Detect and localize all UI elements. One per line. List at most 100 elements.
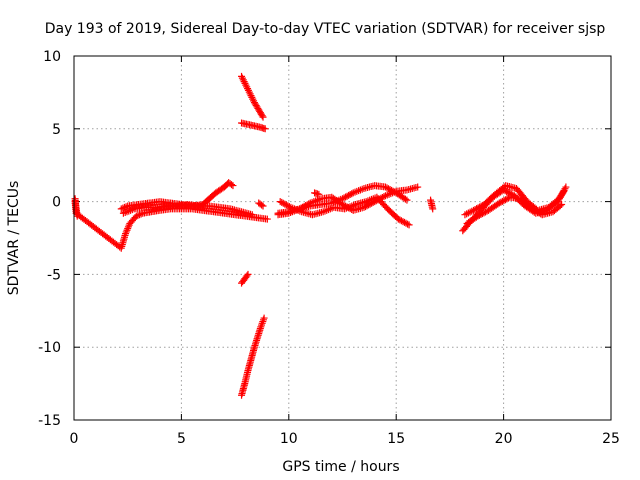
data-point (300, 202, 308, 210)
data-point (122, 230, 130, 238)
data-point (369, 198, 377, 206)
data-point (478, 210, 486, 218)
data-point (122, 203, 130, 211)
data-point (477, 202, 485, 210)
data-point (535, 209, 543, 217)
data-point (363, 202, 371, 210)
plot-frame (73, 55, 612, 421)
y-tick-label: -5 (47, 267, 61, 283)
data-point (394, 215, 402, 223)
data-point (244, 270, 252, 278)
data-point (284, 202, 292, 210)
y-tick-label: 10 (43, 49, 61, 65)
data-point (374, 196, 382, 204)
data-point (339, 201, 346, 209)
data-point (475, 211, 483, 219)
data-point (476, 203, 484, 211)
data-point (124, 225, 132, 233)
data-point (124, 223, 132, 231)
data-point (365, 201, 373, 209)
data-point (380, 193, 388, 201)
x-tick-label: 5 (177, 431, 186, 447)
data-point (480, 209, 488, 217)
series-3 (238, 72, 267, 121)
data-point (528, 205, 536, 213)
data-point (346, 205, 354, 213)
data-point (474, 204, 482, 212)
data-point (342, 193, 350, 201)
data-point (405, 221, 413, 229)
data-point (468, 207, 476, 215)
data-point (297, 204, 305, 212)
data-point (500, 197, 508, 205)
x-tick-label: 25 (602, 431, 620, 447)
series-7 (255, 199, 267, 210)
data-point (120, 203, 128, 211)
series-2 (119, 201, 256, 219)
series-5 (238, 270, 252, 287)
data-point (556, 202, 564, 210)
data-point (501, 196, 509, 204)
y-axis-label: SDTVAR / TECUs (6, 181, 22, 296)
data-point (278, 198, 286, 206)
data-point (366, 200, 374, 208)
data-point (285, 203, 293, 211)
data-point (402, 219, 410, 227)
data-point (228, 181, 236, 189)
data-point (343, 192, 351, 200)
data-point (396, 216, 404, 224)
data-point (343, 203, 351, 211)
data-point (117, 205, 125, 213)
data-point (503, 195, 511, 203)
data-point (258, 112, 266, 120)
data-point (371, 198, 379, 206)
data-point (360, 203, 368, 211)
data-point (136, 211, 144, 219)
data-point (534, 208, 542, 216)
series-10 (274, 183, 422, 219)
chart-title: Day 193 of 2019, Sidereal Day-to-day VTE… (45, 21, 606, 37)
data-point (123, 226, 131, 234)
data-point (259, 113, 267, 121)
data-point (400, 218, 408, 226)
data-point (276, 198, 284, 206)
data-point (348, 190, 356, 198)
series-0 (71, 195, 271, 252)
data-point (383, 184, 391, 192)
y-tick-label: 5 (52, 122, 61, 138)
data-point (362, 203, 370, 211)
data-point (378, 193, 386, 201)
data-point (471, 206, 479, 214)
data-point (399, 218, 407, 226)
data-point (248, 211, 256, 219)
data-points (71, 72, 570, 399)
data-point (497, 198, 505, 206)
series-15 (463, 193, 566, 227)
y-tick-label: -15 (38, 413, 61, 429)
grid (74, 56, 611, 420)
data-point (303, 201, 311, 209)
data-point (474, 212, 482, 220)
x-tick-label: 15 (387, 431, 405, 447)
data-point (531, 207, 539, 215)
series-4 (238, 119, 269, 133)
data-point (299, 203, 307, 211)
data-point (282, 201, 290, 209)
axis-ticks: 0 5 10 15 20 25 -15 -10 -5 0 5 10 (38, 49, 620, 447)
data-point (397, 217, 405, 225)
data-point (345, 191, 353, 199)
data-point (498, 197, 506, 205)
data-point (381, 183, 389, 191)
x-tick-label: 10 (280, 431, 298, 447)
series-12 (427, 196, 437, 213)
data-point (372, 197, 380, 205)
data-point (243, 272, 251, 280)
data-point (368, 199, 376, 207)
data-point (404, 220, 412, 228)
data-point (345, 204, 353, 212)
data-point (229, 182, 237, 190)
data-point (503, 188, 511, 196)
data-point (340, 194, 348, 202)
y-tick-label: -10 (38, 340, 61, 356)
